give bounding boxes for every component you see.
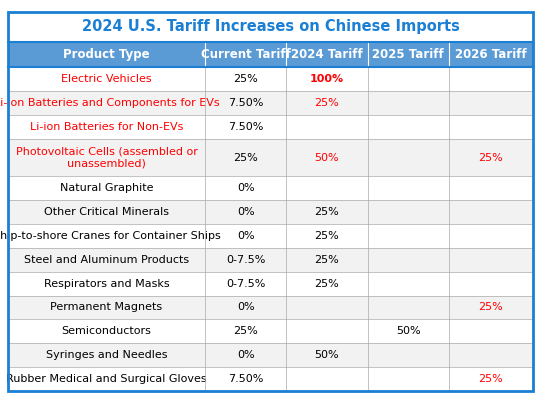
Text: 2025 Tariff: 2025 Tariff [372, 48, 444, 61]
Text: 100%: 100% [310, 75, 344, 85]
Bar [8, 139, 533, 176]
Text: 7.50%: 7.50% [228, 122, 263, 132]
Bar [8, 319, 533, 343]
Bar [8, 115, 533, 139]
Text: 25%: 25% [233, 326, 258, 336]
Text: Li-ion Batteries and Components for EVs: Li-ion Batteries and Components for EVs [0, 98, 219, 108]
Text: Ship-to-shore Cranes for Container Ships: Ship-to-shore Cranes for Container Ships [0, 231, 220, 241]
Text: 2026 Tariff: 2026 Tariff [455, 48, 527, 61]
Bar [8, 224, 533, 248]
Bar [8, 296, 533, 319]
Bar [8, 12, 533, 42]
Text: Other Critical Minerals: Other Critical Minerals [44, 207, 169, 217]
Bar [8, 272, 533, 296]
Text: Li-ion Batteries for Non-EVs: Li-ion Batteries for Non-EVs [30, 122, 183, 132]
Text: 50%: 50% [315, 153, 339, 163]
Bar [8, 248, 533, 272]
Text: 25%: 25% [479, 153, 503, 163]
Text: 2024 U.S. Tariff Increases on Chinese Imports: 2024 U.S. Tariff Increases on Chinese Im… [82, 20, 459, 34]
Bar [8, 200, 533, 224]
Text: 0%: 0% [237, 231, 254, 241]
Text: 0%: 0% [237, 350, 254, 360]
Text: 25%: 25% [479, 374, 503, 384]
Text: Syringes and Needles: Syringes and Needles [45, 350, 167, 360]
Text: Product Type: Product Type [63, 48, 150, 61]
Text: 0%: 0% [237, 183, 254, 193]
Text: Permanent Magnets: Permanent Magnets [50, 302, 162, 312]
Text: 25%: 25% [314, 207, 339, 217]
Bar [8, 176, 533, 200]
Text: 0%: 0% [237, 207, 254, 217]
Text: Natural Graphite: Natural Graphite [60, 183, 153, 193]
Text: Respirators and Masks: Respirators and Masks [44, 279, 169, 288]
Text: 0%: 0% [237, 302, 254, 312]
Bar [8, 343, 533, 367]
Text: 50%: 50% [315, 350, 339, 360]
Text: 0-7.5%: 0-7.5% [226, 279, 265, 288]
Text: 2024 Tariff: 2024 Tariff [291, 48, 363, 61]
Text: Rubber Medical and Surgical Gloves: Rubber Medical and Surgical Gloves [6, 374, 207, 384]
Text: 7.50%: 7.50% [228, 374, 263, 384]
Bar [8, 91, 533, 115]
Text: 25%: 25% [479, 302, 503, 312]
Bar [8, 67, 533, 91]
Text: 7.50%: 7.50% [228, 98, 263, 108]
Text: 25%: 25% [314, 98, 339, 108]
Bar [8, 367, 533, 391]
Text: 25%: 25% [233, 153, 258, 163]
Text: 25%: 25% [233, 75, 258, 85]
Text: 25%: 25% [314, 255, 339, 265]
Text: 25%: 25% [314, 279, 339, 288]
Text: 50%: 50% [396, 326, 420, 336]
Text: 0-7.5%: 0-7.5% [226, 255, 265, 265]
Text: Photovoltaic Cells (assembled or
unassembled): Photovoltaic Cells (assembled or unassem… [16, 146, 197, 169]
Text: Electric Vehicles: Electric Vehicles [61, 75, 151, 85]
Text: Current Tariff: Current Tariff [201, 48, 291, 61]
Bar [8, 42, 533, 67]
Text: 25%: 25% [314, 231, 339, 241]
Text: Semiconductors: Semiconductors [62, 326, 151, 336]
Text: Steel and Aluminum Products: Steel and Aluminum Products [24, 255, 189, 265]
